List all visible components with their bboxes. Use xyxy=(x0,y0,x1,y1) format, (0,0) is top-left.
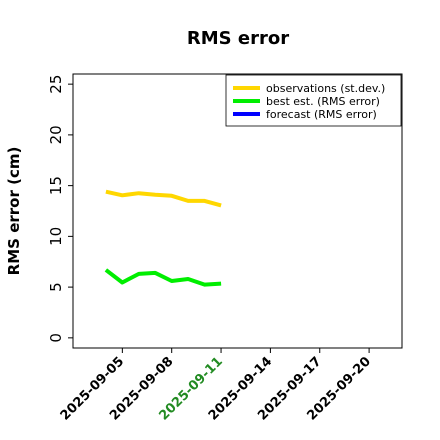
legend-label-forecast: forecast (RMS error) xyxy=(266,108,377,121)
series-line-0 xyxy=(105,189,222,208)
series-line-1 xyxy=(104,268,222,287)
y-tick-label-10: 10 xyxy=(47,227,65,246)
y-axis-ticks: 0 5 10 15 20 25 xyxy=(47,75,73,343)
series-lines xyxy=(104,189,222,287)
plot-frame xyxy=(72,73,403,349)
y-tick-label-5: 5 xyxy=(47,282,65,292)
y-tick-label-25: 25 xyxy=(47,75,65,94)
y-tick-label-15: 15 xyxy=(47,176,65,195)
y-tick-label-20: 20 xyxy=(47,125,65,144)
legend-label-best-est: best est. (RMS error) xyxy=(266,95,380,108)
y-axis-label: RMS error (cm) xyxy=(5,147,23,276)
x-axis-ticks: 2025-09-052025-09-082025-09-112025-09-14… xyxy=(58,348,374,424)
chart-title: RMS error xyxy=(187,28,289,49)
y-tick-label-0: 0 xyxy=(47,333,65,343)
legend: observations (st.dev.) best est. (RMS er… xyxy=(225,74,402,127)
legend-label-observations: observations (st.dev.) xyxy=(266,82,385,95)
